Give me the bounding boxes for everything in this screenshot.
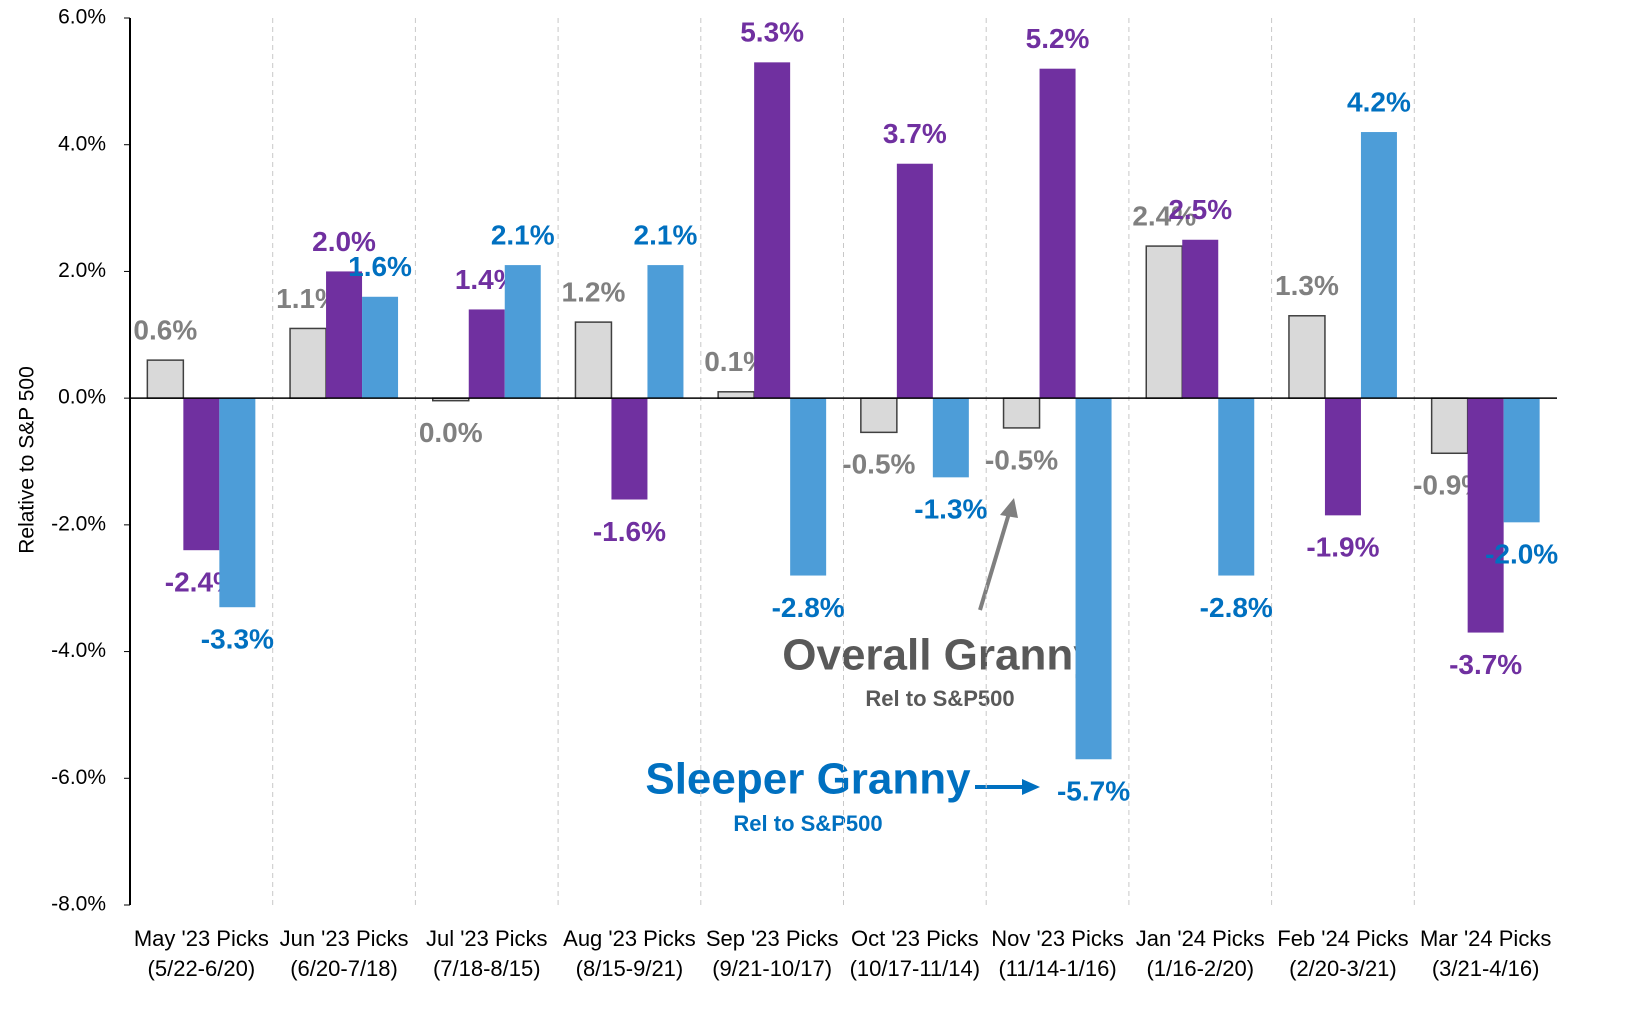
- y-tick-label: -4.0%: [51, 639, 106, 662]
- value-label: 3.7%: [883, 118, 947, 149]
- bar: [1288, 315, 1326, 399]
- value-label: 1.6%: [348, 251, 412, 282]
- x-tick-label: Oct '23 Picks: [851, 926, 979, 951]
- bar: [717, 391, 755, 399]
- bar: [146, 359, 185, 399]
- y-tick-label: -8.0%: [51, 893, 106, 916]
- value-label: -2.8%: [772, 592, 845, 623]
- y-tick-label: -2.0%: [51, 512, 106, 535]
- value-label: -0.5%: [842, 449, 915, 480]
- bar: [1430, 397, 1469, 455]
- x-tick-label: May '23 Picks: [134, 926, 269, 951]
- value-label: 2.5%: [1168, 194, 1232, 225]
- annotation: Rel to S&P500: [865, 686, 1014, 711]
- y-tick-label: -6.0%: [51, 766, 106, 789]
- value-label: 2.4%: [1132, 200, 1196, 231]
- bar: [1360, 132, 1397, 399]
- value-label: -1.6%: [593, 516, 666, 547]
- annotation: Sleeper Granny: [645, 755, 971, 804]
- annotation: Rel to S&P500: [733, 811, 882, 836]
- bar: [860, 397, 898, 434]
- x-tick-label: Jun '23 Picks: [280, 926, 409, 951]
- x-tick-label: Jan '24 Picks: [1136, 926, 1265, 951]
- bar: [183, 398, 220, 551]
- value-label: -3.3%: [201, 624, 274, 655]
- annotation: Overall Granny: [782, 631, 1098, 680]
- value-label: -2.0%: [1485, 539, 1558, 570]
- bar: [1002, 397, 1041, 429]
- bar: [1503, 398, 1540, 523]
- x-tick-label: (11/14-1/16): [998, 956, 1116, 981]
- y-tick-label: 4.0%: [58, 132, 106, 155]
- x-tick-label: (1/16-2/20): [1146, 956, 1254, 981]
- bar: [326, 271, 363, 399]
- x-tick-label: Nov '23 Picks: [991, 926, 1124, 951]
- y-tick-label: 6.0%: [58, 6, 106, 29]
- bar: [896, 163, 933, 399]
- value-label: 2.1%: [634, 219, 698, 250]
- bar: [1145, 245, 1183, 399]
- value-label: 1.2%: [562, 277, 626, 308]
- value-label: 2.1%: [491, 219, 555, 250]
- bar: [1218, 398, 1255, 576]
- bar: [219, 398, 256, 608]
- x-tick-label: (8/15-9/21): [576, 956, 684, 981]
- y-axis-label: Relative to S&P 500: [16, 366, 39, 554]
- annotation-arrow: [978, 509, 1012, 611]
- x-tick-label: Mar '24 Picks: [1420, 926, 1551, 951]
- bar: [289, 327, 327, 399]
- value-label: -1.3%: [914, 494, 987, 525]
- bar: [790, 398, 827, 576]
- x-tick-label: Aug '23 Picks: [563, 926, 696, 951]
- value-label: 4.2%: [1347, 86, 1411, 117]
- value-label: 2.0%: [312, 226, 376, 257]
- value-label: -5.7%: [1057, 776, 1130, 807]
- bar: [468, 309, 505, 399]
- x-tick-label: Sep '23 Picks: [706, 926, 839, 951]
- bar: [611, 398, 648, 500]
- value-label: 1.3%: [1275, 270, 1339, 301]
- bar: [932, 398, 969, 478]
- y-tick-label: 0.0%: [58, 386, 106, 409]
- x-tick-label: (6/20-7/18): [290, 956, 398, 981]
- bar: [362, 296, 399, 399]
- value-label: 0.6%: [133, 315, 197, 346]
- x-tick-label: (2/20-3/21): [1289, 956, 1397, 981]
- x-tick-label: Jul '23 Picks: [426, 926, 548, 951]
- annotation-arrowhead: [1022, 779, 1040, 795]
- x-tick-label: (5/22-6/20): [148, 956, 256, 981]
- x-tick-label: (7/18-8/15): [433, 956, 541, 981]
- bar: [1182, 239, 1219, 399]
- x-tick-label: Feb '24 Picks: [1277, 926, 1408, 951]
- x-tick-label: (9/21-10/17): [712, 956, 832, 981]
- y-tick-label: 2.0%: [58, 259, 106, 282]
- value-label: 5.3%: [740, 17, 804, 48]
- bar: [1075, 398, 1112, 760]
- value-label: 5.2%: [1026, 23, 1090, 54]
- bar: [754, 62, 791, 399]
- value-label: 0.0%: [419, 417, 483, 448]
- bar: [1039, 68, 1076, 399]
- bar: [574, 321, 613, 399]
- bar: [1467, 398, 1504, 633]
- bar: [647, 265, 684, 399]
- bar: [1324, 398, 1361, 516]
- value-label: -1.9%: [1306, 532, 1379, 563]
- x-tick-label: (3/21-4/16): [1432, 956, 1540, 981]
- value-label: -3.7%: [1449, 649, 1522, 680]
- value-label: -2.8%: [1200, 592, 1273, 623]
- value-label: -0.5%: [985, 444, 1058, 475]
- bar: [504, 265, 541, 399]
- annotation-arrowhead: [1000, 498, 1018, 518]
- x-tick-label: (10/17-11/14): [850, 956, 980, 981]
